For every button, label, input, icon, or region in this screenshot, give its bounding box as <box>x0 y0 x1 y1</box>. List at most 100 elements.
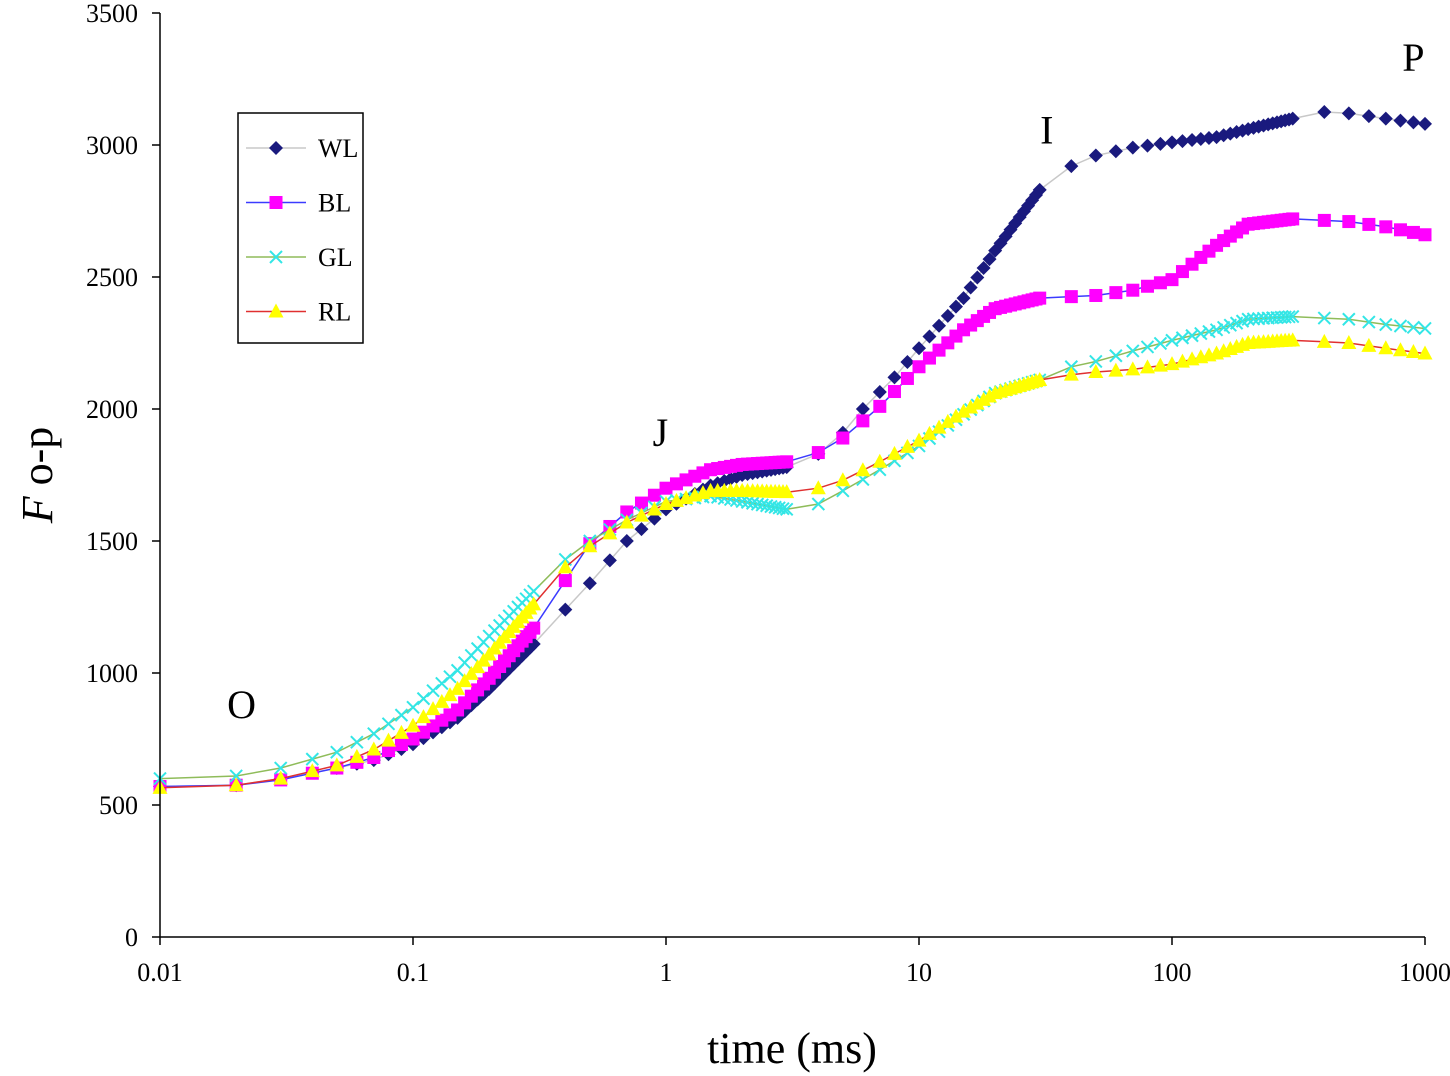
series-wl-point-84 <box>1064 159 1079 174</box>
series-gl-point-1 <box>229 769 243 783</box>
series-bl-point-110 <box>1286 212 1300 226</box>
series-rl-point-110 <box>1285 332 1301 347</box>
series-rl-line <box>159 339 1426 789</box>
series-wl-point-63 <box>912 341 926 356</box>
series-gl-point-29-stroke-b <box>527 584 541 598</box>
series-rl-point-10 <box>415 709 431 724</box>
series-gl-point-114-stroke-b <box>1379 317 1393 332</box>
series-rl-point-5 <box>349 748 365 763</box>
series-bl-point-85 <box>1089 288 1103 302</box>
series-wl-point-34 <box>634 522 649 537</box>
series-bl-point-33 <box>620 505 634 519</box>
series-gl-point-102-stroke-b <box>1251 311 1266 326</box>
series-gl-point-87 <box>1126 344 1140 358</box>
series-bl-point-117 <box>1418 228 1432 242</box>
series-gl-point-110-stroke-b <box>1286 309 1300 324</box>
axes-layer: 0 500 1000 1500 2000 2500 3000 3500 0.01 0.1 1 10 10… <box>86 0 1450 987</box>
series-wl-point-87 <box>1125 140 1140 155</box>
series-bl-point-29 <box>527 621 541 635</box>
series-rl-point-68 <box>956 403 972 418</box>
x-axis-title: time (ms) <box>707 1024 877 1073</box>
series-rl <box>152 332 1433 794</box>
series-gl-point-109-stroke-b <box>1282 310 1296 324</box>
series-bl-point-7 <box>381 744 395 758</box>
series-gl-point-116-stroke-b <box>1406 320 1421 335</box>
series-gl-point-109 <box>1282 310 1296 324</box>
series-rl-point-56 <box>779 484 795 499</box>
series-gl-point-100 <box>1241 312 1255 326</box>
series-bl-point-113 <box>1362 217 1376 231</box>
series-gl-point-55 <box>776 501 790 516</box>
y-tick-label-1: 500 <box>99 791 138 820</box>
series-rl-point-115 <box>1392 342 1408 357</box>
series-bl-point-56 <box>780 455 794 469</box>
series-gl-point-6-stroke-b <box>367 727 381 741</box>
series-bl-point-86 <box>1109 286 1123 300</box>
x-tick-label-2: 1 <box>660 958 673 987</box>
series-gl-point-7 <box>381 717 396 731</box>
legend-gl-marker <box>269 250 283 264</box>
x-tick-label-4: 100 <box>1153 958 1192 987</box>
series-bl-point-87 <box>1126 283 1140 297</box>
series-bl-point-8 <box>394 737 408 751</box>
series-gl-point-56 <box>780 502 794 517</box>
series-bl-point-90 <box>1165 273 1179 287</box>
series-gl-point-7-stroke-b <box>381 717 396 731</box>
series-wl-point-89 <box>1153 136 1168 151</box>
series-rl-point-84 <box>1063 366 1079 381</box>
series-gl-point-112 <box>1342 312 1356 326</box>
series-gl-point-113-stroke-b <box>1362 315 1376 329</box>
series-gl-line <box>159 315 1426 780</box>
series-rl-point-15 <box>457 673 473 688</box>
series-gl-point-55-stroke-b <box>776 501 790 516</box>
series-wl-point-67 <box>948 299 963 314</box>
series-rl-point-3 <box>304 763 320 778</box>
legend-box <box>237 112 364 344</box>
series-gl-point-117-stroke-b <box>1418 321 1432 336</box>
series-wl-point-59 <box>855 402 870 416</box>
series-gl-point-85-stroke-b <box>1089 354 1103 369</box>
series-rl-point-32 <box>602 525 618 540</box>
series-wl-point-113 <box>1361 109 1376 124</box>
series-wl-point-110 <box>1285 111 1300 126</box>
series-gl-point-91-stroke-b <box>1175 331 1190 345</box>
legend-bl-marker <box>269 196 283 209</box>
y-axis-title-italic: F <box>13 495 62 524</box>
series-rl-point-11 <box>425 701 441 716</box>
series-rl-point-2 <box>273 770 289 785</box>
x-tick-label-0: 0.01 <box>137 958 183 987</box>
series-gl-point-1-stroke-b <box>229 769 243 783</box>
series-rl-point-60 <box>872 453 888 468</box>
series-gl-point-110 <box>1286 309 1300 324</box>
series-rl-point-61 <box>886 445 902 460</box>
series-wl-point-117 <box>1418 116 1432 131</box>
y-tick-label-7: 3500 <box>86 0 138 28</box>
series-wl-point-115 <box>1393 113 1408 128</box>
series-bl-point-35 <box>647 488 661 502</box>
series-gl-point-10 <box>416 691 431 706</box>
series-gl <box>153 309 1432 786</box>
series-bl-point-83 <box>1033 291 1047 305</box>
legend-wl-marker <box>269 141 283 155</box>
series-gl-point-115 <box>1393 319 1408 333</box>
series-gl-point-3-stroke-b <box>305 752 320 766</box>
series-gl-point-87-stroke-b <box>1126 344 1140 358</box>
series-rl-point-65 <box>931 419 947 434</box>
annotation-o: O <box>227 682 256 727</box>
series-bl-point-62 <box>900 371 914 385</box>
y-tick-label-4: 2000 <box>86 395 138 424</box>
series-bl-point-111 <box>1317 213 1331 227</box>
series-wl-point-66 <box>940 308 955 323</box>
legend-gl-label: GL <box>318 243 353 272</box>
series-gl-point-93 <box>1194 326 1208 341</box>
series-gl-point-3 <box>305 752 320 766</box>
series-gl-point-46-stroke-b <box>735 494 749 509</box>
series-gl-point-5 <box>350 735 364 749</box>
series-wl-point-88 <box>1140 138 1155 153</box>
series-gl-point-90-stroke-b <box>1165 333 1179 348</box>
series-rl-point-83 <box>1032 371 1048 386</box>
series-rl-point-114 <box>1378 340 1394 355</box>
series-rl-point-85 <box>1088 364 1104 379</box>
series-gl-point-88-stroke-b <box>1140 340 1155 354</box>
series-gl-point-103-stroke-b <box>1256 311 1271 326</box>
